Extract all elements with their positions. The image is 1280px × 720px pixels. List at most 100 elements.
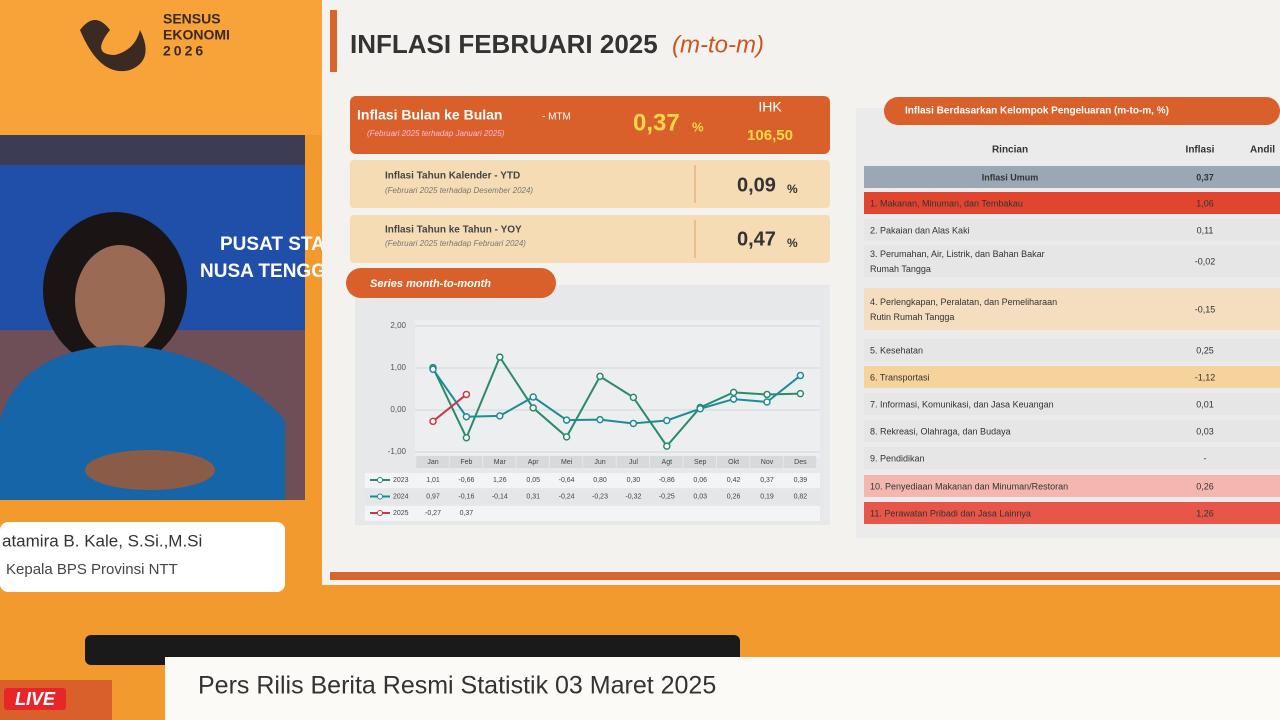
table-title-bg [884, 97, 1280, 125]
live-badge [4, 688, 66, 710]
ytd-unit: % [787, 182, 798, 196]
data-table-cell: 0,06 [693, 477, 707, 484]
row-label: 6. Transportasi [870, 372, 930, 382]
face [75, 245, 165, 355]
name-card: atamira B. Kale, S.Si.,M.Si Kepala BPS P… [0, 522, 285, 592]
x-tick-label: Des [794, 459, 807, 466]
table-row-bg [864, 339, 1280, 361]
yoy-note: (Februari 2025 terhadap Februari 2024) [385, 239, 526, 248]
row-label: Rutin Rumah Tangga [870, 312, 954, 322]
data-table-cell: -0,64 [559, 477, 575, 484]
data-table-cell: -0,27 [425, 510, 441, 517]
table-row-bg [864, 502, 1280, 524]
series-marker [496, 353, 504, 361]
slide-title-suffix: (m-to-m) [672, 31, 764, 58]
data-table-cell: -0,16 [458, 493, 474, 500]
series-line [432, 368, 802, 425]
x-cell [483, 456, 516, 468]
row-label: 8. Rekreasi, Olahraga, dan Budaya [870, 426, 1011, 436]
banner: LIVE Pers Rilis Berita Resmi Statistik 0… [0, 635, 1280, 720]
row-value: -0,02 [1195, 256, 1216, 266]
x-tick-label: Mar [494, 459, 507, 466]
x-tick-label: Jul [629, 459, 638, 466]
series-marker [629, 393, 638, 402]
mtm-label: Inflasi Bulan ke Bulan [357, 107, 502, 123]
table-row [365, 473, 820, 488]
live-text: LIVE [15, 689, 56, 709]
logo-text: 2026 [163, 43, 206, 59]
data-table-cell: -0,24 [559, 493, 575, 500]
x-cell [583, 456, 616, 468]
data-table-cell: 0,30 [627, 477, 641, 484]
row-label: 4. Perlengkapan, Peralatan, dan Pemeliha… [870, 297, 1057, 307]
yoy-label: Inflasi Tahun ke Tahun - YOY [385, 225, 522, 236]
row-value: 1,26 [1196, 508, 1214, 518]
series-marker [629, 419, 638, 428]
row-label: 2. Pakaian dan Alas Kaki [870, 225, 970, 235]
row-label: 10. Penyediaan Makanan dan Minuman/Resto… [870, 481, 1068, 491]
x-tick-label: Apr [528, 459, 540, 466]
y-tick-label: 2,00 [390, 321, 406, 330]
row-value: 0,25 [1196, 345, 1214, 355]
data-table-cell: 0,31 [526, 493, 540, 500]
series-marker [429, 365, 437, 374]
row-value: -0,15 [1195, 304, 1216, 314]
table-title: Inflasi Berdasarkan Kelompok Pengeluaran… [905, 106, 1169, 117]
x-tick-label: Feb [460, 459, 472, 466]
table-header: Rincian [992, 145, 1028, 156]
y-tick-label: -1,00 [388, 447, 407, 456]
series-marker [663, 442, 671, 450]
shirt [0, 345, 285, 500]
series-marker [596, 372, 604, 381]
x-cell [716, 456, 750, 468]
data-table-cell: 0,37 [760, 477, 774, 484]
series-marker [429, 417, 437, 426]
slide-title: INFLASI FEBRUARI 2025 [350, 29, 658, 59]
logo: SENSUS EKONOMI 2026 [80, 11, 230, 72]
series-marker [796, 389, 805, 398]
ytd-note: (Februari 2025 terhadap Desember 2024) [385, 186, 533, 195]
speaker-name: atamira B. Kale, S.Si.,M.Si [2, 531, 202, 550]
series-line [432, 354, 801, 448]
plot-area [415, 320, 820, 458]
x-cell [783, 456, 817, 468]
legend-marker [377, 510, 383, 516]
series-marker [663, 416, 671, 425]
series-title: Series month-to-month [370, 278, 491, 290]
row-value: -1,12 [1195, 372, 1216, 382]
x-tick-label: Jan [427, 459, 438, 466]
x-tick-label: Mei [561, 459, 573, 466]
speaker-video: PUSAT STATISTI NUSA TENGGA [0, 135, 370, 500]
series-marker [796, 371, 805, 380]
x-tick-label: Jun [594, 459, 605, 466]
ytd-box [350, 160, 830, 208]
row-value: - [1204, 453, 1207, 463]
banner-title: Pers Rilis Berita Resmi Statistik 03 Mar… [198, 672, 716, 700]
x-cell [750, 456, 783, 468]
logo-text: SENSUS [163, 11, 221, 27]
table-row-bg [864, 288, 1280, 330]
table-header: Inflasi [1186, 145, 1215, 156]
table-row-bg [864, 475, 1280, 497]
data-table-cell: 0,03 [693, 493, 707, 500]
row-label: 9. Pendidikan [870, 453, 925, 463]
data-table-cell: -0,23 [592, 493, 608, 500]
speaker-role: Kepala BPS Provinsi NTT [6, 561, 178, 578]
series-marker [696, 404, 704, 413]
header-band [0, 0, 330, 135]
x-tick-label: Nov [761, 459, 774, 466]
x-cell [549, 456, 583, 468]
yoy-box [350, 215, 830, 263]
data-table-cell: 0,37 [460, 510, 474, 517]
data-table-cell: 0,97 [426, 493, 440, 500]
row-label: 1. Makanan, Minuman, dan Tembakau [870, 198, 1023, 208]
data-table-cell: 0,39 [794, 477, 808, 484]
data-table-cell: 1,26 [493, 477, 507, 484]
series-marker [562, 416, 571, 424]
table-row [365, 506, 820, 521]
title-accent [330, 10, 337, 72]
series-marker [729, 388, 738, 397]
row-value: 0,26 [1196, 481, 1214, 491]
yoy-unit: % [787, 236, 798, 250]
table-row-bg [864, 420, 1280, 442]
